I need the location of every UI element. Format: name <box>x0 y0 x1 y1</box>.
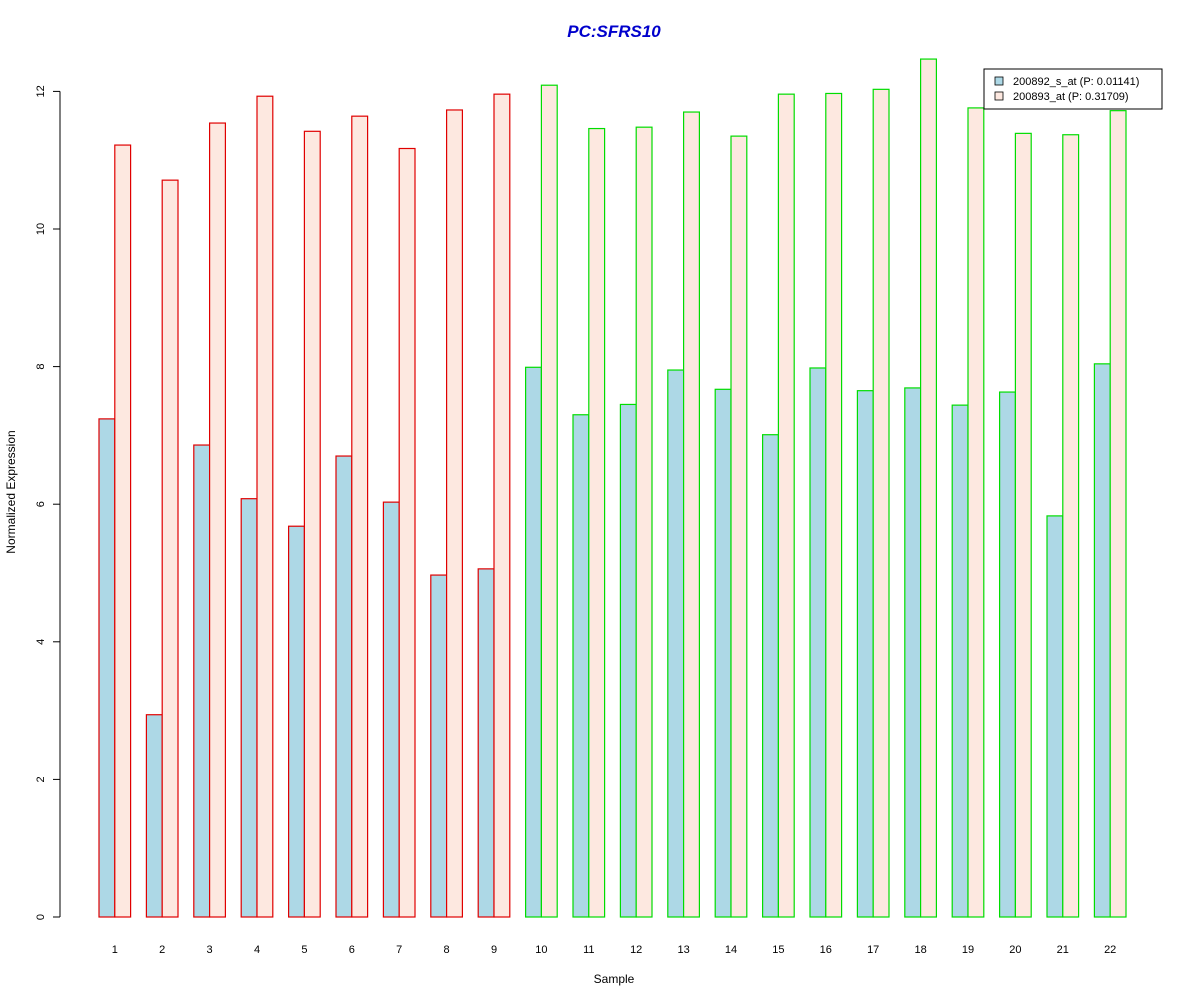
legend-swatch <box>994 76 1004 86</box>
legend-box <box>983 68 1163 110</box>
x-tick-label: 21 <box>1057 944 1069 956</box>
legend-entry: 200893_at (P: 0.31709) <box>1013 91 1129 103</box>
bar-series1-sample-1 <box>98 418 116 918</box>
x-tick-label: 2 <box>159 944 165 956</box>
x-tick-label: 15 <box>772 944 784 956</box>
bar-series2-sample-20 <box>1014 132 1032 918</box>
bar-series2-sample-1 <box>114 144 132 918</box>
bar-series1-sample-17 <box>856 390 874 918</box>
y-tick-label: 8 <box>35 364 47 370</box>
bar-series1-sample-9 <box>477 568 495 918</box>
x-tick-label: 19 <box>962 944 974 956</box>
bar-series2-sample-21 <box>1062 134 1080 918</box>
bar-series2-sample-5 <box>303 130 321 918</box>
bar-series1-sample-20 <box>998 391 1016 918</box>
legend-entry: 200892_s_at (P: 0.01141) <box>1013 76 1139 88</box>
bar-series2-sample-8 <box>446 109 464 918</box>
y-tick-label: 12 <box>35 85 47 97</box>
x-tick-label: 10 <box>535 944 547 956</box>
bar-series2-sample-22 <box>1109 110 1127 918</box>
bar-series2-sample-3 <box>209 122 227 918</box>
bar-series1-sample-7 <box>382 501 400 918</box>
bar-series1-sample-6 <box>335 455 353 918</box>
x-tick-label: 1 <box>112 944 118 956</box>
bar-series2-sample-7 <box>398 147 416 918</box>
bar-series2-sample-9 <box>493 93 511 918</box>
bar-series1-sample-16 <box>809 367 827 918</box>
y-axis: 0 2 4 6 8 10 12 <box>35 85 61 920</box>
y-tick-label: 10 <box>35 223 47 235</box>
x-tick-label: 22 <box>1104 944 1116 956</box>
bar-series2-sample-16 <box>825 92 843 918</box>
bar-series1-sample-10 <box>524 366 542 918</box>
y-axis-label: Normalized Expression <box>4 430 18 553</box>
bar-series1-sample-14 <box>714 388 732 918</box>
bar-series2-sample-17 <box>872 88 890 918</box>
bar-series1-sample-19 <box>951 404 969 918</box>
bar-series1-sample-5 <box>288 525 306 918</box>
y-tick-label: 2 <box>35 776 47 782</box>
bar-series1-sample-11 <box>572 414 590 918</box>
bar-series1-sample-21 <box>1046 515 1064 918</box>
bar-series2-sample-10 <box>540 84 558 918</box>
y-tick-label: 6 <box>35 501 47 507</box>
bar-series1-sample-2 <box>145 714 163 918</box>
x-tick-label: 9 <box>491 944 497 956</box>
legend: 200892_s_at (P: 0.01141) 200893_at (P: 0.… <box>983 68 1163 110</box>
x-tick-label: 18 <box>914 944 926 956</box>
x-tick-label: 3 <box>207 944 213 956</box>
bar-series2-sample-4 <box>256 95 274 918</box>
bar-series1-sample-18 <box>904 387 922 918</box>
x-tick-label: 14 <box>725 944 737 956</box>
bar-series2-sample-19 <box>967 107 985 918</box>
bar-series1-sample-3 <box>193 444 211 918</box>
bar-series1-sample-12 <box>619 403 637 918</box>
legend-swatch <box>994 91 1004 101</box>
bar-series1-sample-22 <box>1093 363 1111 918</box>
bar-series1-sample-15 <box>761 434 779 918</box>
bar-series1-sample-8 <box>430 574 448 918</box>
bar-series2-sample-12 <box>635 126 653 918</box>
x-tick-label: 6 <box>349 944 355 956</box>
y-tick-label: 0 <box>35 914 47 920</box>
x-tick-label: 13 <box>677 944 689 956</box>
x-tick-label: 11 <box>583 944 594 956</box>
bar-series2-sample-2 <box>161 179 179 918</box>
bar-series1-sample-13 <box>667 369 685 918</box>
x-tick-labels: 1 2 3 4 5 6 7 8 9 10 11 12 13 14 15 16 17 18 19 20 21 22 <box>112 944 1117 956</box>
bar-series2-sample-14 <box>730 135 748 918</box>
x-tick-label: 16 <box>820 944 832 956</box>
x-tick-label: 8 <box>444 944 450 956</box>
bar-series2-sample-11 <box>588 127 606 918</box>
x-tick-label: 12 <box>630 944 642 956</box>
x-tick-label: 17 <box>867 944 879 956</box>
bar-series2-sample-15 <box>777 93 795 918</box>
x-tick-label: 20 <box>1009 944 1021 956</box>
bar-series1-sample-4 <box>240 498 258 918</box>
bar-series2-sample-13 <box>682 111 700 918</box>
bars-group <box>98 58 1127 918</box>
x-tick-label: 7 <box>396 944 402 956</box>
bar-series2-sample-18 <box>919 58 937 918</box>
x-tick-label: 5 <box>301 944 307 956</box>
x-tick-label: 4 <box>254 944 260 956</box>
chart-title: PC:SFRS10 <box>567 22 661 41</box>
x-axis-label: Sample <box>594 972 635 986</box>
y-tick-label: 4 <box>35 639 47 645</box>
bar-series2-sample-6 <box>351 115 369 918</box>
